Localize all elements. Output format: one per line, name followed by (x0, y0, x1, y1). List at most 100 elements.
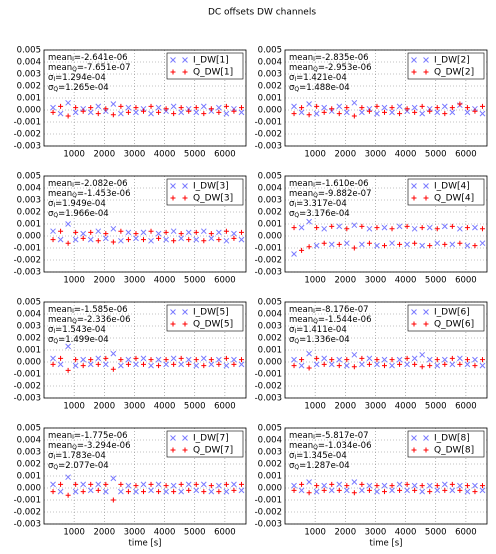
marker (182, 447, 188, 453)
marker (133, 105, 139, 111)
marker (148, 237, 154, 244)
marker (464, 483, 470, 489)
stat-annotation: meanI=-2.641e-06 (48, 53, 128, 63)
stat-name: σ (48, 451, 54, 461)
y-tick-label: 0.000 (17, 232, 41, 242)
marker (351, 490, 357, 496)
marker (133, 355, 139, 361)
marker (163, 357, 169, 363)
marker (397, 111, 403, 117)
marker (441, 103, 448, 110)
marker (102, 361, 109, 368)
marker (329, 106, 335, 112)
x-tick-label: 6000 (455, 276, 477, 286)
stat-name: σ (48, 199, 54, 209)
stat-value: =-2.835e-06 (315, 53, 369, 63)
marker (72, 488, 79, 495)
legend-label: I_DW[7] (193, 434, 229, 444)
marker (65, 221, 71, 227)
y-tick-label: 0.003 (17, 196, 41, 206)
marker (299, 357, 305, 363)
marker (479, 362, 486, 369)
stat-annotation: meanQ=-7.651e-07 (48, 63, 130, 73)
marker (299, 105, 305, 111)
x-tick-label: 4000 (395, 528, 417, 538)
stat-subscript: Q (313, 66, 318, 73)
legend-label: Q_DW[5] (193, 320, 233, 330)
marker (216, 356, 222, 363)
stat-value: =1.966e-04 (58, 209, 109, 219)
marker (57, 488, 64, 495)
marker (381, 356, 388, 363)
x-tick-label: 6000 (214, 150, 236, 160)
stat-value: =-2.953e-06 (318, 63, 372, 73)
legend-box (166, 430, 244, 458)
marker (170, 321, 176, 327)
marker (329, 481, 335, 487)
marker (148, 228, 154, 234)
y-tick-label: -0.001 (255, 244, 282, 254)
marker (344, 483, 350, 489)
y-tick-label: 0.002 (258, 208, 282, 218)
y-tick-label: 0.004 (17, 436, 41, 446)
marker (231, 235, 237, 241)
marker (50, 361, 56, 367)
marker (170, 183, 176, 189)
y-tick-label: -0.003 (14, 394, 41, 404)
y-tick-label: -0.002 (14, 130, 41, 140)
stat-name: mean (289, 53, 313, 63)
marker (464, 361, 471, 368)
marker (65, 343, 71, 350)
y-tick-label: 0.005 (17, 172, 41, 182)
stat-name: mean (289, 189, 313, 199)
stat-subscript: Q (53, 86, 58, 93)
y-tick-label: 0.005 (258, 46, 282, 56)
marker (156, 109, 162, 115)
x-tick-label: 2000 (334, 276, 356, 286)
x-tick-label: 2000 (334, 402, 356, 412)
marker (155, 356, 162, 363)
stat-name: mean (289, 63, 313, 73)
marker (434, 105, 440, 111)
marker (231, 230, 237, 237)
marker (328, 361, 335, 368)
marker (208, 361, 215, 368)
stat-annotation: σQ=2.077e-04 (48, 461, 109, 471)
marker (306, 101, 312, 107)
marker (103, 106, 109, 112)
y-tick-label: 0.001 (258, 346, 282, 356)
x-tick-label: 3000 (365, 276, 387, 286)
stat-subscript: Q (72, 444, 77, 451)
marker (419, 483, 425, 489)
marker (182, 309, 188, 315)
stat-annotation: σI=1.421e-04 (289, 73, 347, 83)
marker (328, 241, 335, 248)
marker (442, 111, 448, 117)
marker (457, 361, 463, 367)
y-tick-label: 0.000 (17, 358, 41, 368)
marker (201, 238, 207, 244)
y-tick-label: 0.001 (258, 220, 282, 230)
marker (411, 309, 417, 315)
marker (411, 69, 417, 75)
marker (87, 361, 94, 368)
legend-box (407, 430, 485, 458)
marker (479, 103, 485, 109)
y-tick-label: -0.001 (14, 118, 41, 128)
marker (449, 223, 455, 229)
legend-label: Q_DW[7] (193, 446, 233, 456)
marker (156, 235, 162, 241)
marker (321, 355, 328, 362)
x-tick-label: 6000 (214, 528, 236, 538)
marker (336, 481, 343, 488)
y-tick-label: -0.001 (14, 244, 41, 254)
y-tick-label: 0.000 (17, 106, 41, 116)
marker (72, 362, 79, 369)
marker (216, 104, 222, 111)
marker (291, 111, 297, 117)
marker (170, 195, 176, 201)
marker (231, 356, 237, 363)
stat-annotation: σI=1.543e-04 (48, 325, 106, 335)
marker (80, 108, 86, 114)
